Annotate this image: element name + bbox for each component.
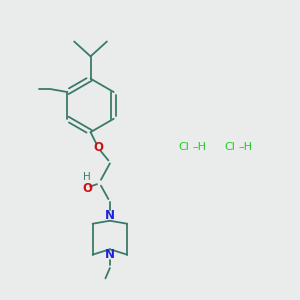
Text: –H: –H	[238, 142, 252, 152]
Text: Cl: Cl	[225, 142, 236, 152]
Text: Cl: Cl	[179, 142, 190, 152]
Text: –H: –H	[192, 142, 206, 152]
Text: O: O	[82, 182, 92, 194]
Text: N: N	[105, 209, 115, 222]
Text: O: O	[93, 140, 103, 154]
Text: N: N	[105, 248, 115, 261]
Text: H: H	[83, 172, 91, 182]
